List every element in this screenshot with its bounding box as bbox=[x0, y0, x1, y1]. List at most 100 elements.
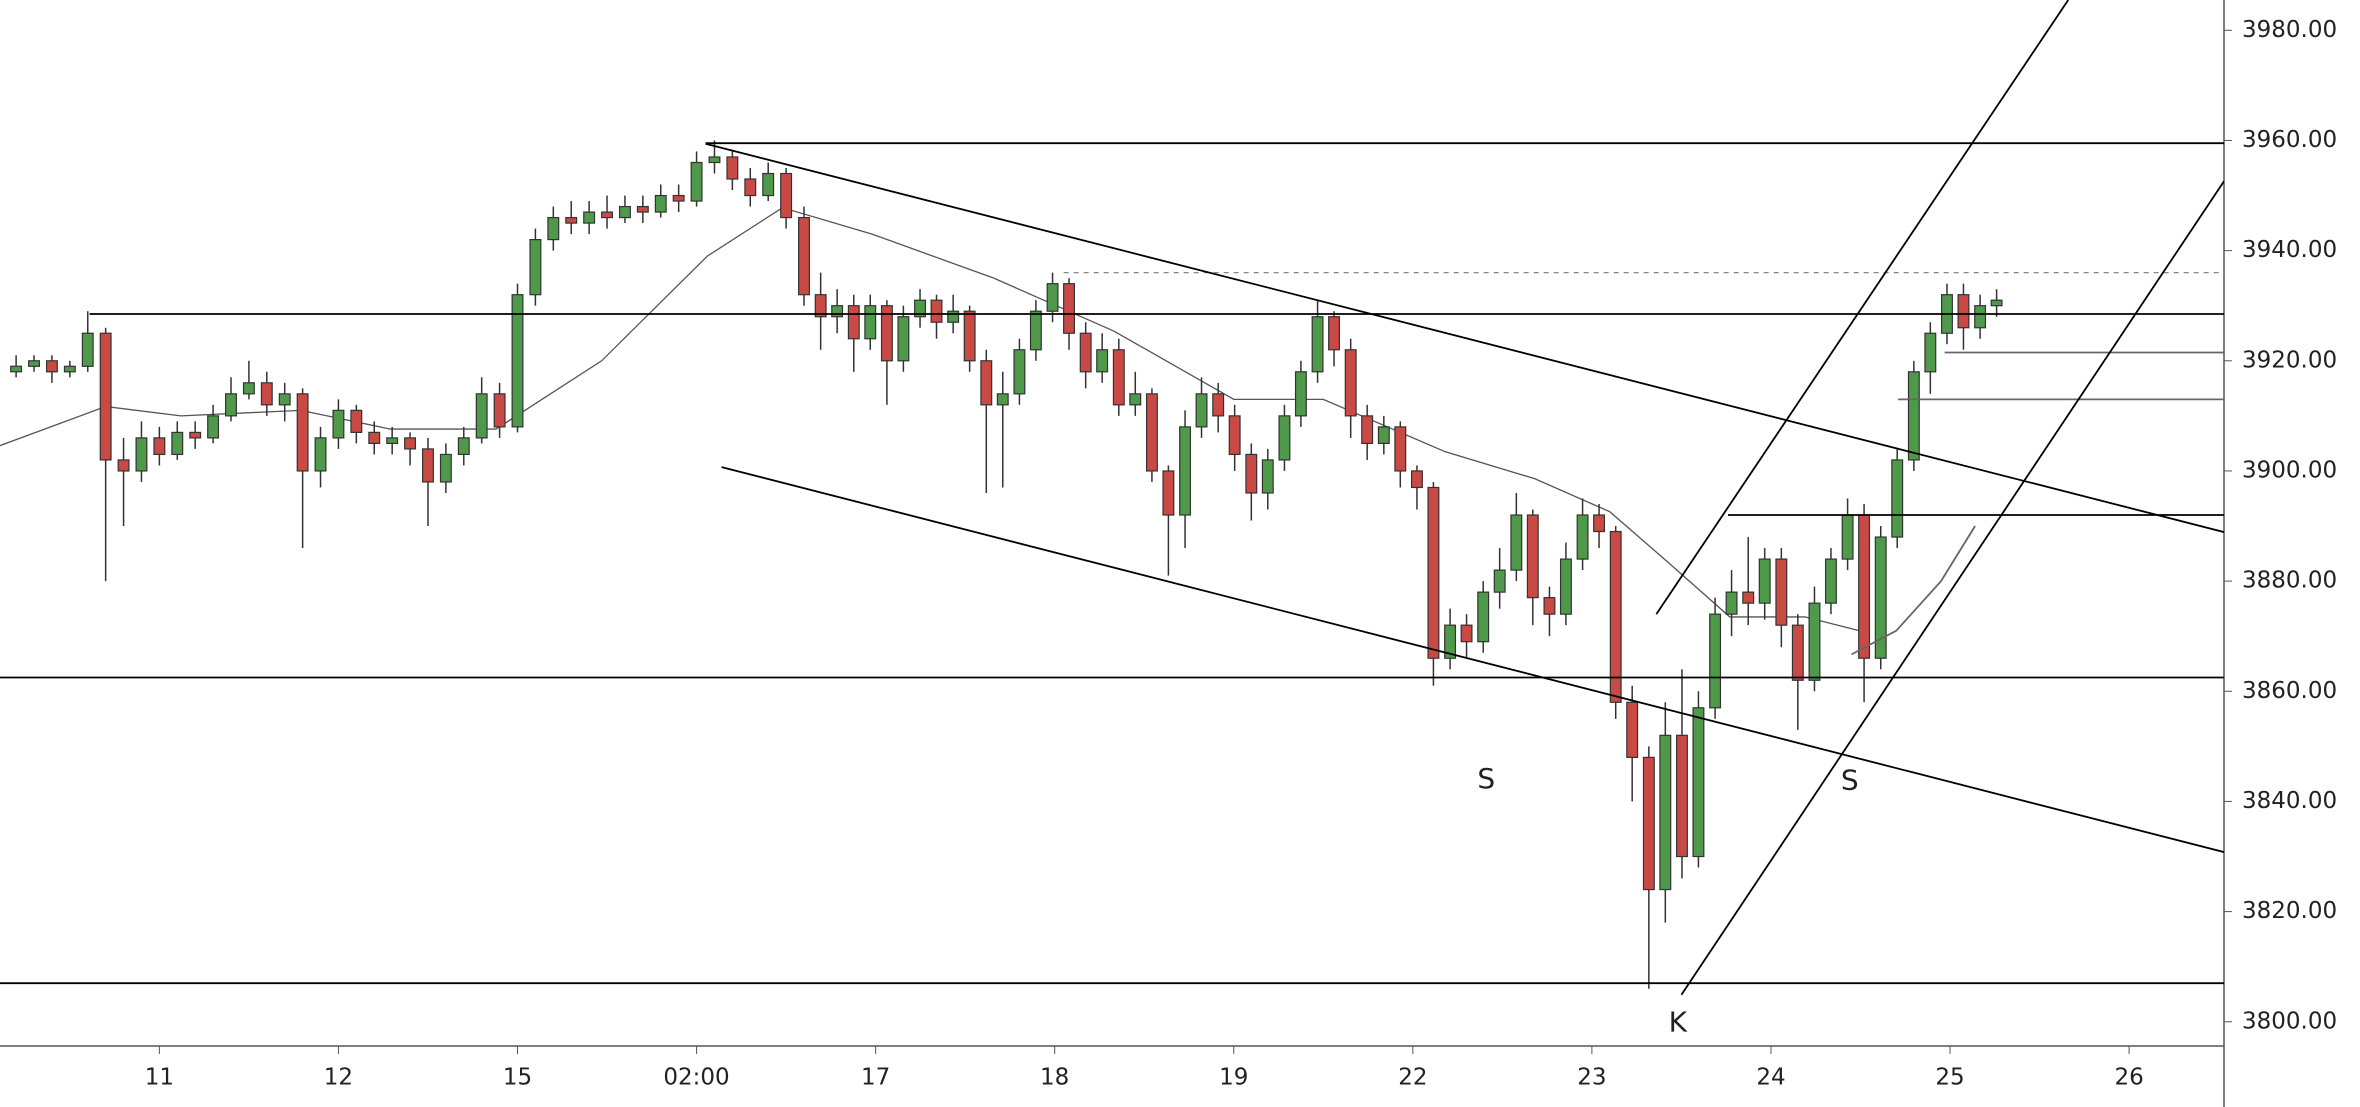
candle-body bbox=[1344, 349, 1357, 417]
candle-body bbox=[1526, 514, 1539, 599]
candle-body bbox=[1328, 316, 1341, 351]
moving-average bbox=[0, 206, 1867, 633]
candle-body bbox=[636, 205, 649, 213]
candle-body bbox=[1096, 349, 1109, 373]
candle-body bbox=[897, 316, 910, 362]
candle-body bbox=[565, 216, 578, 224]
candle-body bbox=[1444, 624, 1457, 659]
y-tick-label: 3900.00 bbox=[2242, 457, 2337, 483]
candle-body bbox=[547, 216, 560, 241]
candle-body bbox=[864, 305, 877, 340]
trend-line bbox=[705, 142, 2224, 533]
candle-body bbox=[914, 299, 927, 318]
candle-body bbox=[618, 205, 631, 219]
candle-body bbox=[189, 431, 202, 439]
candle-body bbox=[332, 409, 345, 439]
x-tick-label: 11 bbox=[145, 1065, 174, 1091]
candle-body bbox=[601, 211, 614, 219]
candle-body bbox=[1576, 514, 1589, 560]
candle-body bbox=[135, 437, 148, 472]
candle-body bbox=[1758, 558, 1771, 604]
x-tick-label: 26 bbox=[2114, 1065, 2143, 1091]
candle-body bbox=[386, 437, 399, 445]
annotation: S bbox=[1477, 762, 1495, 795]
y-tick-label: 3960.00 bbox=[2242, 127, 2337, 153]
candle-body bbox=[1179, 426, 1192, 516]
candle-body bbox=[996, 393, 1009, 406]
trend-line bbox=[1851, 525, 1976, 656]
candle-body bbox=[963, 310, 976, 362]
y-tick-label: 3940.00 bbox=[2242, 237, 2337, 263]
candle-body bbox=[708, 156, 721, 164]
candle-body bbox=[814, 294, 827, 318]
candle-body bbox=[1245, 453, 1258, 494]
annotation: K bbox=[1669, 1005, 1688, 1038]
candle-body bbox=[1063, 283, 1075, 334]
candle-body bbox=[947, 310, 960, 323]
candle-body bbox=[1692, 707, 1705, 858]
candle-body bbox=[1725, 591, 1738, 615]
candle-body bbox=[1824, 558, 1837, 604]
candle-body bbox=[1642, 756, 1655, 891]
candle-body bbox=[63, 365, 76, 373]
candle-body bbox=[690, 161, 703, 202]
candle-body bbox=[28, 360, 40, 367]
y-tick-label: 3860.00 bbox=[2242, 678, 2337, 704]
x-tick-label: 15 bbox=[503, 1065, 532, 1091]
candle-body bbox=[529, 239, 542, 296]
candle-body bbox=[457, 437, 470, 456]
candle-body bbox=[1990, 299, 2003, 307]
x-tick-label: 23 bbox=[1577, 1065, 1606, 1091]
candle-body bbox=[726, 156, 739, 180]
candle-body bbox=[1278, 415, 1291, 461]
trend-line bbox=[721, 466, 2224, 853]
candle-body bbox=[511, 294, 524, 428]
candle-body bbox=[1593, 514, 1606, 533]
candle-body bbox=[1477, 591, 1490, 643]
candle-body bbox=[798, 216, 810, 296]
candle-body bbox=[1162, 470, 1175, 516]
candle-body bbox=[225, 393, 237, 417]
candle-body bbox=[1145, 393, 1158, 472]
candle-body bbox=[654, 194, 667, 213]
candle-body bbox=[1543, 597, 1556, 615]
candle-body bbox=[672, 194, 685, 202]
plot-area bbox=[0, 0, 2224, 996]
candle-body bbox=[744, 178, 757, 197]
y-tick-label: 3840.00 bbox=[2242, 788, 2337, 814]
candle-body bbox=[260, 382, 273, 406]
candle-body bbox=[1609, 530, 1622, 703]
candle-body bbox=[1013, 349, 1026, 395]
annotation: S bbox=[1841, 764, 1859, 797]
candle-body bbox=[421, 448, 434, 483]
candle-body bbox=[1775, 558, 1788, 626]
candle-body bbox=[1377, 426, 1390, 445]
candle-body bbox=[1129, 393, 1142, 406]
y-tick-label: 3920.00 bbox=[2242, 347, 2337, 373]
candle-body bbox=[368, 431, 381, 445]
trend-line bbox=[1655, 0, 2069, 615]
candle-body bbox=[880, 305, 893, 362]
candle-body bbox=[1311, 316, 1324, 373]
candle-body bbox=[930, 299, 943, 323]
candle-body bbox=[762, 172, 775, 197]
y-tick-label: 3820.00 bbox=[2242, 898, 2337, 924]
x-tick-label: 18 bbox=[1040, 1065, 1069, 1091]
candle-body bbox=[831, 305, 844, 318]
candle-body bbox=[1974, 305, 1987, 329]
candle-body bbox=[171, 431, 184, 456]
candle-body bbox=[1559, 558, 1572, 615]
candle-body bbox=[314, 437, 327, 472]
candle-body bbox=[1791, 624, 1804, 681]
candle-body bbox=[1659, 734, 1672, 891]
trend-line bbox=[1680, 180, 2224, 996]
candle-body bbox=[1261, 459, 1274, 494]
candle-body bbox=[1112, 349, 1125, 406]
candle-body bbox=[1924, 332, 1937, 373]
candle-body bbox=[1858, 514, 1871, 659]
candle-body bbox=[242, 382, 255, 395]
candle-body bbox=[1742, 591, 1755, 604]
candle-body bbox=[350, 409, 363, 433]
